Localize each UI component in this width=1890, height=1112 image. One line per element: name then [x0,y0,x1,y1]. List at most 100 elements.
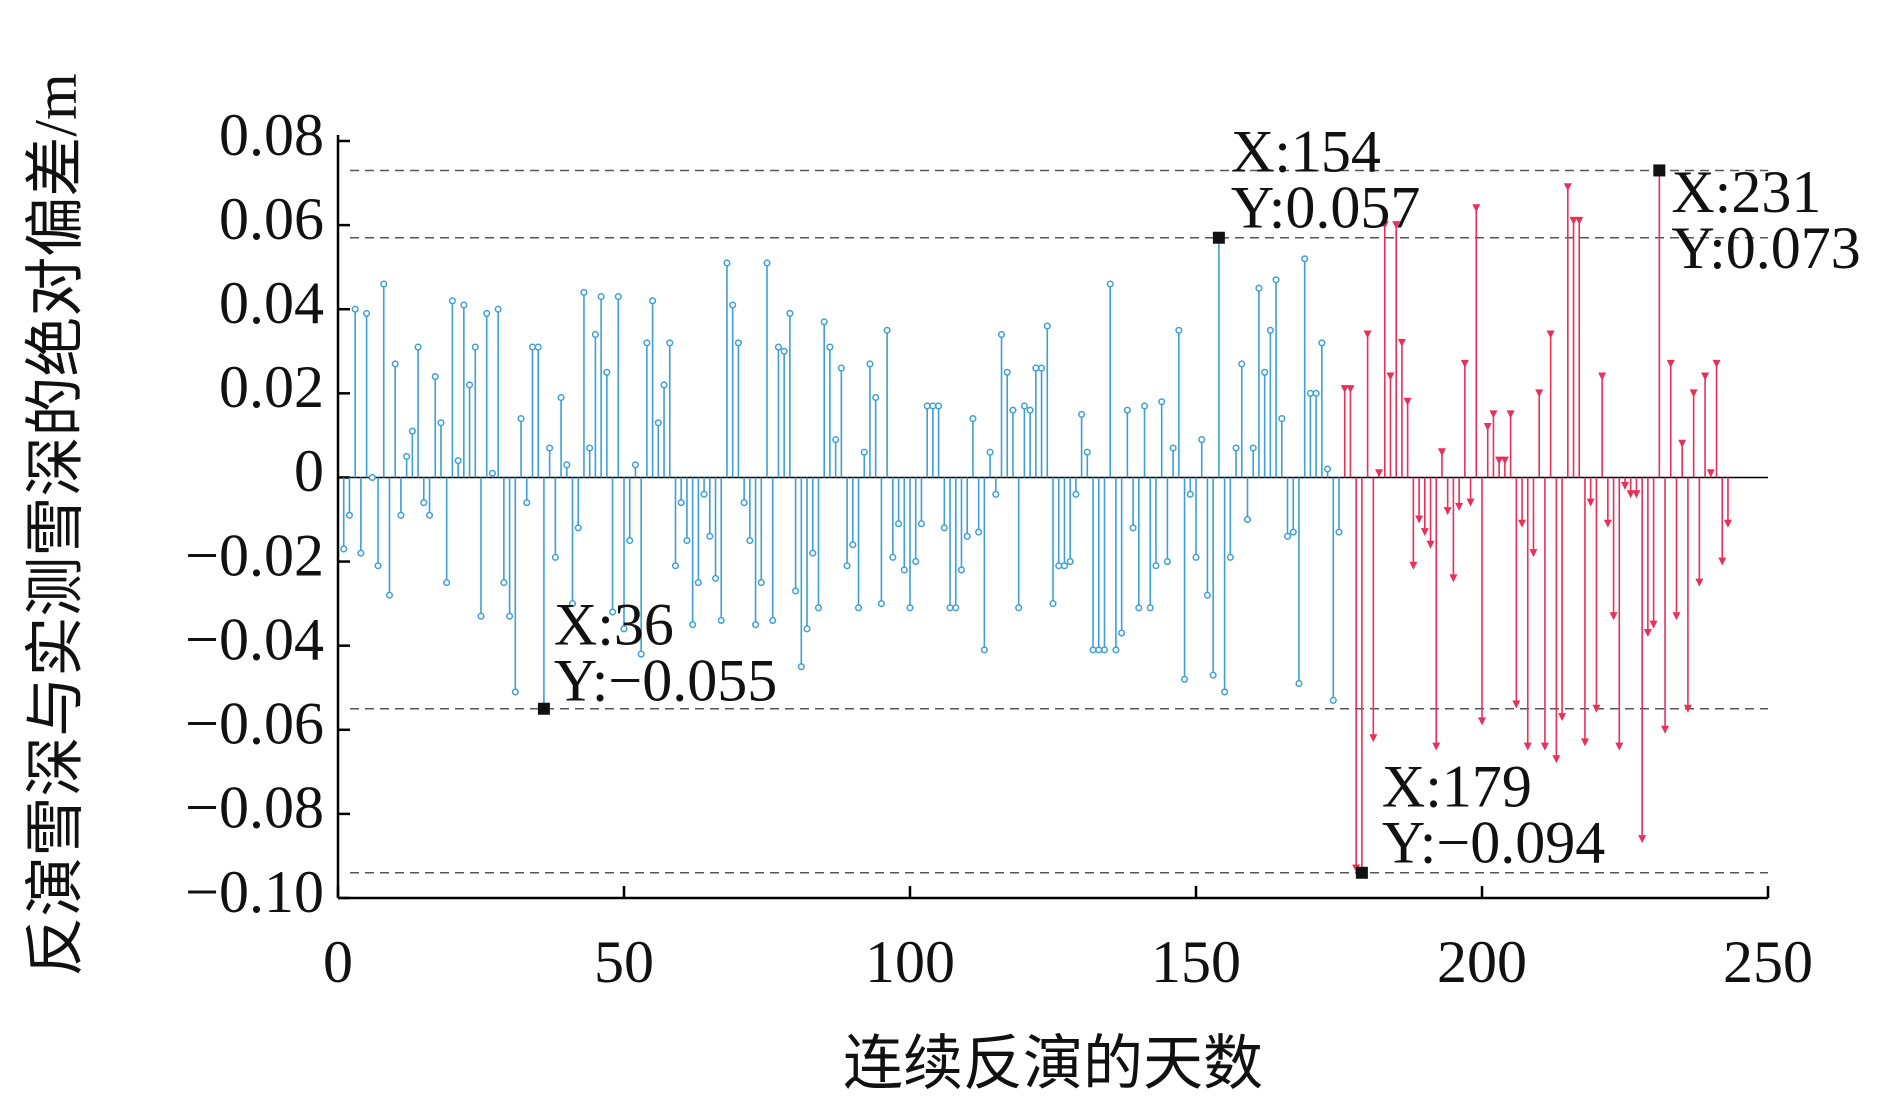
stem-marker [1003,368,1011,376]
stem-marker [1415,515,1424,524]
stem-marker [597,293,605,301]
stem-marker [1592,704,1601,713]
stem-marker [1420,528,1429,537]
y-tick-label: −0.04 [185,606,324,672]
stem-marker [900,566,908,574]
stem-marker [431,372,439,381]
x-tick-label: 150 [1151,929,1241,995]
stem-marker [574,524,582,532]
annotation-label: Y:0.057 [1231,174,1421,240]
stem-marker [774,343,782,351]
stem-marker [1346,385,1355,394]
stem-marker [1706,469,1715,478]
stem-marker [1512,700,1521,709]
stem-marker [1066,558,1074,566]
stem-marker [1181,675,1189,683]
stem-marker [1020,402,1028,410]
stem-marker [1146,604,1154,612]
x-tick-label: 50 [594,929,654,995]
stem-marker [1375,469,1384,478]
stem-marker [683,536,691,545]
stem-marker [809,549,817,557]
stem-marker [1278,415,1286,423]
stem-marker [1455,502,1464,511]
stem-marker [466,381,474,389]
stem-marker [1409,561,1418,570]
stem-marker [986,448,994,456]
x-tick-label: 100 [865,929,955,995]
annotation-label: X:179 [1382,754,1532,820]
stem-marker [952,604,960,612]
y-tick-label: −0.10 [185,859,324,925]
stem-marker [1038,364,1046,372]
stem-marker [557,393,565,402]
stem-marker [1672,612,1681,621]
stem-marker [1198,436,1206,444]
stem-marker [391,360,399,368]
stem-marker [1261,368,1269,376]
stem-marker [906,604,914,612]
stem-marker [620,625,628,633]
stem-marker [1324,465,1332,473]
stem-marker [414,343,422,351]
stem-marker [1106,280,1114,288]
stem-marker [1580,738,1589,747]
stem-marker [912,558,920,566]
stem-marker [511,688,519,696]
stem-marker [637,650,645,658]
stem-marker [826,343,834,351]
stem-marker [814,604,823,612]
stem-marker [1232,444,1240,452]
stem-marker [1123,406,1131,414]
stem-marker [866,360,874,368]
y-tick-label: 0 [294,438,324,504]
stem-marker [723,259,731,267]
annotation-label: Y:0.073 [1671,215,1861,281]
stem-marker [746,536,754,545]
stem-marker [1078,410,1086,418]
stem-marker [586,444,594,452]
stem-marker [997,330,1006,339]
stem-marker [877,600,885,608]
x-tick-label: 250 [1723,929,1813,995]
x-tick-label: 200 [1437,929,1527,995]
stem-marker [1569,216,1578,225]
stem-marker [963,532,971,540]
stem-marker [1460,359,1469,368]
stem-marker [1329,696,1337,704]
stem-marker [1678,439,1687,448]
stem-marker [1478,717,1486,726]
stem-marker [837,364,845,372]
stem-marker [500,579,508,587]
y-tick-label: 0.02 [219,354,324,420]
stem-marker [740,499,748,507]
stem-marker [345,511,353,519]
stem-marker [1152,562,1160,570]
stem-marker [1158,398,1166,406]
stem-marker [408,427,416,435]
stem-marker [1289,528,1297,536]
stem-marker [1529,549,1538,558]
stem-marker [792,587,800,595]
stem-marker [1437,448,1446,457]
stem-marker [797,663,805,671]
stem-marker [1632,490,1641,499]
stem-marker [1129,524,1137,532]
stem-marker [1032,364,1040,372]
stem-marker [534,343,542,351]
stem-marker [1112,646,1120,654]
highlight-point [537,702,550,715]
stem-marker [477,612,485,620]
stem-marker [1175,326,1183,334]
stem-marker [1695,578,1704,587]
stem-marker [403,452,411,460]
stem-marker [1495,456,1504,465]
stem-marker [706,532,714,540]
stem-marker [1306,389,1314,397]
stem-marker [883,326,891,334]
stem-marker [1643,629,1652,638]
stem-marker [1163,558,1171,566]
stem-marker [1638,835,1647,844]
stem-marker [591,330,599,339]
stem-marker [1661,725,1670,734]
